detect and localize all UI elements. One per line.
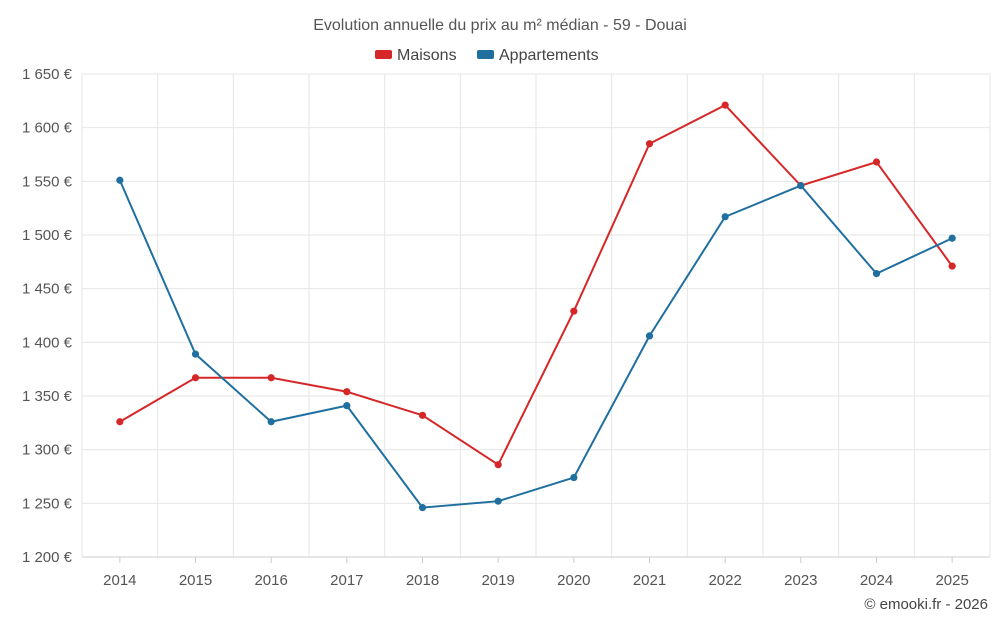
- series-line-maisons: [119, 103, 953, 467]
- legend[interactable]: Maisons Appartements: [375, 47, 599, 64]
- data-point-appartements[interactable]: [948, 234, 956, 242]
- data-point-maisons[interactable]: [872, 158, 881, 166]
- series-line-appartements: [118, 179, 953, 509]
- legend-swatch-appartements[interactable]: [477, 50, 494, 59]
- data-point-maisons[interactable]: [645, 140, 654, 148]
- y-tick-label: 1 400 €: [22, 334, 73, 351]
- data-point-maisons[interactable]: [494, 461, 502, 469]
- x-tick-label: 2023: [784, 572, 817, 589]
- data-point-appartements[interactable]: [872, 270, 881, 278]
- y-tick-label: 1 650 €: [22, 66, 73, 83]
- x-tick-label: 2019: [481, 572, 514, 589]
- y-tick-label: 1 300 €: [22, 442, 73, 459]
- legend-label-appartements[interactable]: Appartements: [499, 47, 599, 64]
- x-tick-label: 2015: [179, 572, 212, 589]
- y-tick-label: 1 600 €: [22, 120, 73, 137]
- data-point-appartements[interactable]: [797, 182, 805, 190]
- x-tick-label: 2017: [330, 572, 363, 589]
- x-tick-label: 2018: [406, 572, 439, 589]
- data-point-appartements[interactable]: [191, 350, 200, 358]
- y-tick-label: 1 350 €: [22, 388, 73, 405]
- credit-text: © emooki.fr - 2026: [864, 596, 988, 613]
- data-point-maisons[interactable]: [191, 374, 200, 382]
- data-point-appartements[interactable]: [721, 213, 729, 221]
- data-point-appartements[interactable]: [418, 504, 427, 512]
- data-point-maisons[interactable]: [721, 101, 729, 109]
- y-tick-label: 1 200 €: [22, 549, 73, 566]
- y-tick-label: 1 250 €: [22, 495, 73, 512]
- legend-label-maisons[interactable]: Maisons: [397, 47, 457, 64]
- series: [116, 101, 956, 512]
- x-tick-label: 2021: [633, 572, 666, 589]
- data-point-maisons[interactable]: [267, 374, 275, 382]
- axes: 1 200 € 1 250 € 1 300 € 1 350 € 1 400 € 1 450…: [22, 66, 990, 589]
- data-point-maisons[interactable]: [418, 411, 427, 419]
- y-tick-label: 1 550 €: [22, 173, 73, 190]
- data-point-maisons[interactable]: [948, 262, 956, 270]
- x-tick-label: 2016: [254, 572, 287, 589]
- data-point-maisons[interactable]: [343, 388, 351, 396]
- x-tick-label: 2024: [860, 572, 893, 589]
- x-tick-label: 2022: [708, 572, 741, 589]
- x-tick-label: 2020: [557, 572, 590, 589]
- x-tick-label: 2025: [935, 572, 968, 589]
- data-point-appartements[interactable]: [570, 473, 578, 482]
- data-point-maisons[interactable]: [116, 418, 124, 426]
- legend-swatch-maisons[interactable]: [375, 50, 392, 59]
- y-tick-label: 1 500 €: [22, 227, 73, 244]
- data-point-appartements[interactable]: [343, 402, 351, 410]
- data-point-maisons[interactable]: [570, 307, 578, 315]
- grid: [81, 73, 991, 558]
- data-point-appartements[interactable]: [494, 497, 502, 505]
- chart-title: Evolution annuelle du prix au m² médian …: [313, 17, 687, 34]
- x-tick-label: 2014: [103, 572, 136, 589]
- data-point-appartements[interactable]: [645, 332, 654, 340]
- data-point-appartements[interactable]: [116, 176, 124, 184]
- y-tick-label: 1 450 €: [22, 281, 73, 298]
- data-point-appartements[interactable]: [267, 418, 275, 426]
